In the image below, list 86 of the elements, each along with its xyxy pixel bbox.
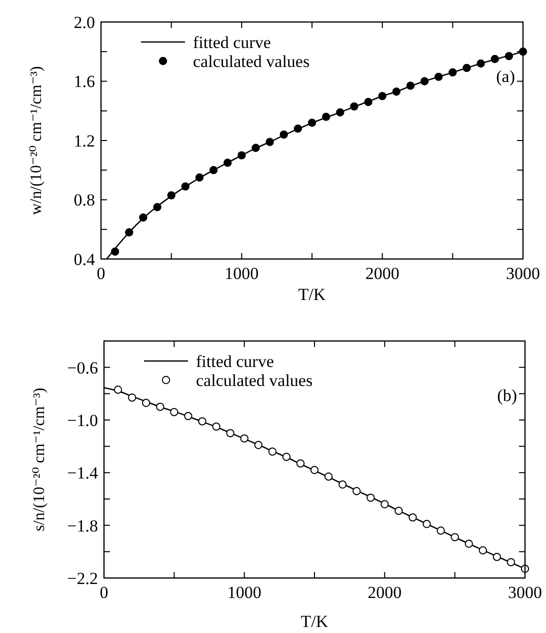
x-tick-label: 3000 [506,264,540,283]
point [240,434,248,443]
y-tick-label: −1.4 [67,464,98,483]
point [254,440,262,450]
point [350,102,358,111]
x-axis-title: T/K [300,612,329,631]
point [268,448,276,456]
y-tick-label: −0.6 [67,358,98,378]
point [195,173,204,182]
point [380,500,389,508]
point [294,124,302,133]
y-tick-label: −1.0 [67,410,98,430]
x-tick-label: 0 [100,583,108,602]
point [476,59,485,68]
point [110,247,120,256]
point [436,526,445,535]
point [280,130,288,139]
point [338,480,347,489]
point [366,494,375,502]
y-tick-label: 1.6 [74,72,95,92]
point [266,138,274,146]
y-axis-title: s/n/(10⁻²⁰ cm⁻¹/cm⁻³) [31,388,48,532]
point [310,466,319,474]
point [378,92,386,100]
legend-label: calculated values [196,370,313,390]
x-axis-title: T/K [298,285,326,304]
point [212,422,220,431]
y-tick-label: 0.4 [74,250,96,269]
point [224,158,232,167]
point [464,540,473,548]
point [167,191,176,200]
point [324,472,333,481]
y-tick-label: 0.8 [74,190,95,210]
point [352,487,361,496]
point [170,408,178,416]
point [492,552,502,562]
point [128,394,136,402]
point [184,412,192,420]
annotation: (b) [497,386,517,405]
point [308,118,316,127]
point [226,429,234,438]
x-tick-label: 3000 [508,583,542,602]
legend-label: fitted curve [193,32,271,52]
point [394,506,403,515]
y-tick-label: −1.8 [67,516,98,536]
point [139,213,148,222]
legend-label: calculated values [193,52,310,71]
point [392,88,400,96]
y-tick-label: −2.2 [67,568,98,588]
point [198,417,206,426]
x-tick-label: 2000 [368,583,402,602]
y-axis-title: w/n/(10⁻²⁰ cm⁻¹/cm⁻³) [28,66,45,215]
point [450,533,459,542]
y-tick-label: 1.2 [74,131,95,150]
point [336,108,344,116]
point [462,64,471,72]
point [408,513,417,522]
x-tick-label: 2000 [365,264,400,283]
point [364,98,372,106]
point [490,54,499,64]
point [422,520,431,528]
point [125,228,134,236]
annotation: (a) [496,67,515,86]
x-tick-label: 1000 [227,583,262,602]
point [153,203,162,212]
point [322,112,330,121]
point [448,68,457,76]
point [434,72,443,81]
point [252,144,260,152]
point [238,151,246,160]
point [506,558,516,566]
y-tick-label: 2.0 [74,12,95,32]
point [406,82,415,90]
point [209,166,218,174]
point [478,546,487,554]
legend-label: fitted curve [196,352,274,371]
point [142,398,150,407]
point [296,459,305,468]
x-tick-label: 1000 [224,264,259,283]
point [181,182,190,191]
point [114,386,122,394]
point [504,52,514,60]
point [156,402,164,411]
x-tick-label: 0 [96,264,106,283]
point [282,452,291,461]
point [420,77,429,86]
